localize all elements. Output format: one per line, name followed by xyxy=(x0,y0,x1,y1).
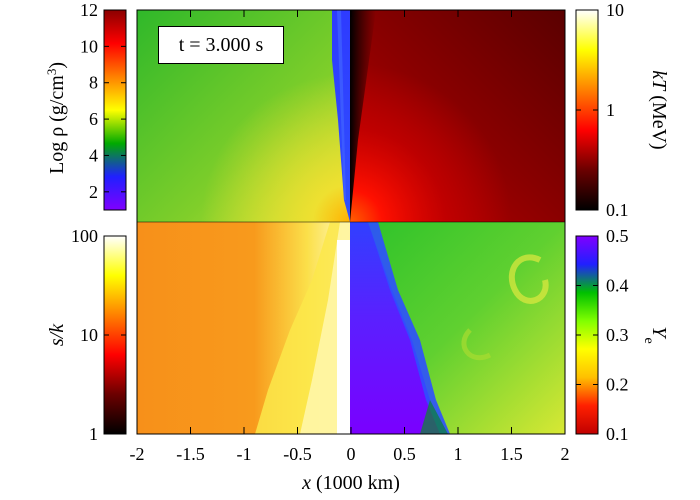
time-annotation: t = 3.000 s xyxy=(158,26,284,64)
colorbar-tick-label: 1 xyxy=(606,100,615,120)
colorbar-tick-label: 100 xyxy=(71,226,98,246)
colorbar-tick-label: 0.5 xyxy=(606,226,629,246)
colorbar-tick-label: 12 xyxy=(80,0,98,20)
ye-quadrant xyxy=(350,222,565,434)
colorbar-ticks: 2 4 6 8 10 12 0.1 1 10 1 10 100 0.1 0.2 0.3 0.4 0.5 xyxy=(71,0,629,444)
colorbar-tick-label: 0.3 xyxy=(606,325,629,345)
x-tick-label: 0 xyxy=(347,444,356,464)
x-tick-label: 2 xyxy=(561,444,570,464)
x-axis-label: x (1000 km) xyxy=(301,472,400,494)
x-tick-label: 1 xyxy=(454,444,463,464)
colorbar-tick-label: 8 xyxy=(89,73,98,93)
colorbar-tick-label: 0.1 xyxy=(606,424,629,444)
colorbar-tick-label: 2 xyxy=(89,182,98,202)
colorbar-tick-label: 0.4 xyxy=(606,276,629,296)
x-tick-label: 0.5 xyxy=(393,444,416,464)
x-tick-label: 1.5 xyxy=(500,444,523,464)
x-tick-label: -2 xyxy=(130,444,145,464)
density-colorbar xyxy=(103,9,127,211)
density-colorbar-label: Log ρ (g/cm3) xyxy=(44,62,69,174)
x-tick-label: -1.5 xyxy=(176,444,205,464)
x-axis-ticks: -2 -1.5 -1 -0.5 0 0.5 1 1.5 2 xyxy=(130,10,570,464)
x-tick-label: -0.5 xyxy=(283,444,312,464)
temperature-quadrant xyxy=(350,10,565,222)
x-tick-label: -1 xyxy=(237,444,252,464)
colorbar-tick-label: 10 xyxy=(80,36,98,56)
colorbar-tick-label: 10 xyxy=(80,325,98,345)
colorbar-tick-label: 6 xyxy=(89,109,98,129)
colorbar-tick-label: 1 xyxy=(89,424,98,444)
colorbar-tick-label: 10 xyxy=(606,0,624,20)
entropy-colorbar-label: s/k xyxy=(46,323,68,346)
entropy-quadrant xyxy=(137,222,350,434)
temperature-colorbar-label: kT (MeV) xyxy=(648,70,670,149)
colorbar-tick-label: 0.1 xyxy=(606,200,629,220)
colorbar-tick-label: 0.2 xyxy=(606,375,629,395)
colorbar-tick-label: 4 xyxy=(89,145,98,165)
ye-colorbar-label: Ye xyxy=(642,326,671,343)
